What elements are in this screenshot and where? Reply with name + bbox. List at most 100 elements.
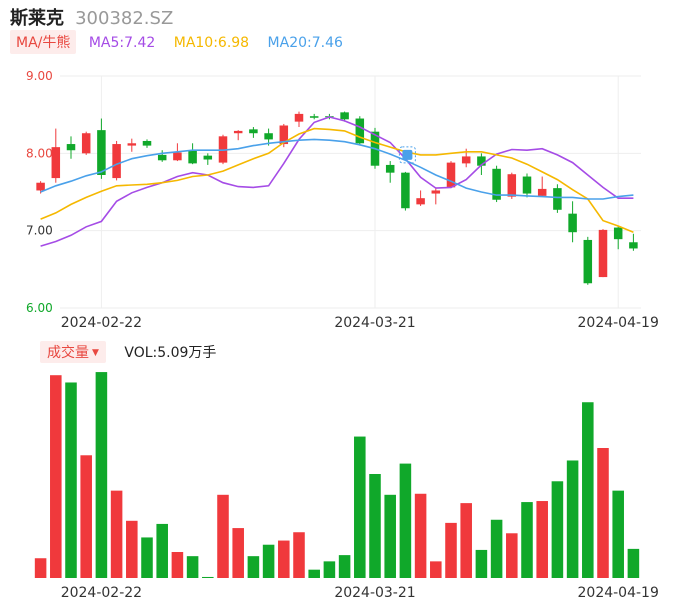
volume-bar [293,532,305,578]
volume-bar [521,502,533,578]
volume-bar [278,540,290,578]
candle-body [36,182,45,191]
candle-body [598,229,608,278]
volume-bar [186,556,199,578]
candle-body [613,227,623,240]
volume-bar [247,556,260,578]
price-date-label: 2024-03-21 [334,315,415,331]
ma20-legend: MA20:7.46 [267,35,343,51]
volume-bar [551,481,564,578]
candle-body [294,113,304,122]
volume-bar [202,576,214,578]
candle-body [629,242,638,249]
volume-bar [430,561,442,578]
markers [398,146,416,164]
stock-code: 300382.SZ [75,8,174,29]
volume-bar [141,537,153,578]
volume-bar [34,558,47,578]
volume-bar [354,436,366,578]
volume-bar [308,569,320,578]
candle-body [401,172,410,209]
volume-bar [399,463,412,578]
volume-bar [582,402,594,578]
candle-body [188,150,197,164]
candle-body [309,116,319,118]
candle-body [537,188,547,196]
ma20-line [40,138,634,200]
candles [36,111,638,285]
volume-bar [262,544,275,578]
price-tick-label: 8.00 [26,146,53,160]
volume-bar [475,549,488,578]
price-date-label: 2024-02-22 [61,315,142,331]
volume-bar [50,375,62,578]
candle-body [142,140,152,146]
candle-body [492,168,501,200]
candle-body [97,130,106,175]
volume-bar [171,552,184,578]
ma-legend: MA/牛熊 MA5:7.42 MA10:6.98 MA20:7.46 [10,30,357,54]
volume-bar [95,372,108,578]
volume-bar [490,519,503,578]
candle-body [157,154,167,161]
price-tick-label: 7.00 [26,224,53,238]
volume-bar [338,555,351,578]
volume-bar [323,561,336,578]
candle-body [264,133,273,140]
volume-value: VOL:5.09万手 [124,345,217,361]
event-marker-icon [402,149,413,160]
volume-bar [536,501,548,578]
volume-bar [627,548,640,578]
candle-body [249,129,258,134]
volume-bar [217,494,229,578]
ma10-line [40,127,634,233]
volume-bar [612,490,624,578]
price-date-label: 2024-04-19 [578,315,659,331]
candle-body [355,118,365,144]
candle-body [416,198,425,205]
volume-bar [566,460,579,578]
candle-body [173,152,182,161]
volume-bar [110,490,123,578]
volume-bar [232,528,244,578]
volume-bar [369,474,381,578]
candle-body [81,133,91,154]
volume-bar [126,520,138,578]
volume-bar [65,382,77,578]
price-tick-label: 9.00 [26,69,53,83]
volume-bar [597,448,609,578]
volume-bar [460,503,472,578]
ma10-legend: MA10:6.98 [173,35,250,51]
candle-body [340,112,349,120]
candle-body [522,176,532,194]
volume-indicator-selector[interactable]: 成交量 ▼ [40,341,106,363]
moving-averages [40,116,634,247]
volume-date-label: 2024-02-22 [61,585,142,601]
stock-name: 斯莱克 [10,8,64,29]
volume-indicator-label: 成交量 [47,345,89,361]
candle-body [568,213,577,233]
volume-bar [506,533,518,578]
volume-bar [384,494,396,578]
volume-date-label: 2024-04-19 [578,585,659,601]
ma5-legend: MA5:7.42 [88,35,156,51]
volume-bar [445,522,457,578]
volume-bar [414,493,427,578]
candle-body [461,156,471,164]
candle-body [431,190,441,194]
candle-body [203,155,213,160]
caret-down-icon: ▼ [92,348,99,358]
ma5-line [40,116,634,247]
volume-bar [156,523,168,578]
candle-body [66,144,76,151]
stock-header: 斯莱克 300382.SZ [10,4,174,29]
candle-body [51,147,61,179]
volume-bar [80,455,92,578]
candle-body [507,174,517,197]
candle-body [553,188,562,210]
candle-body [477,156,486,166]
candle-body [233,130,243,134]
date-axis: 2024-02-22 2024-02-22 2024-03-21 2024-03-21… [61,315,659,601]
ma-indicator-selector[interactable]: MA/牛熊 [10,30,77,54]
